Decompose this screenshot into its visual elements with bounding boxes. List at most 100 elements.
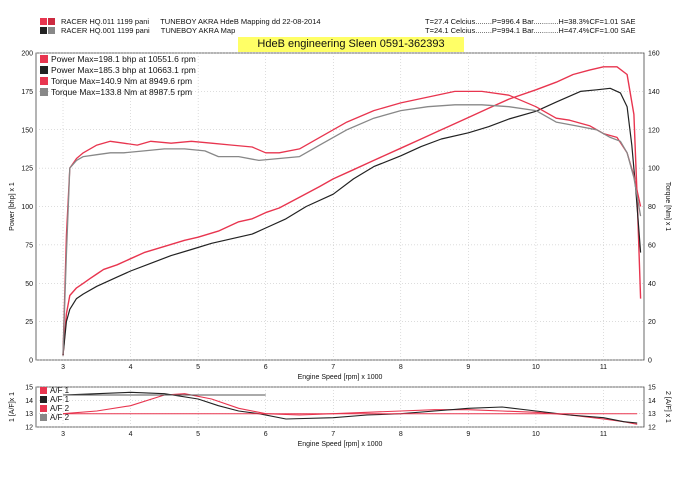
legend-label: A/F 2: [50, 413, 70, 422]
run-1-temperature: T=27.4 Celcius: [425, 17, 476, 26]
legend-item: A/F 1: [40, 386, 69, 395]
y2-tick-label: 140: [648, 89, 660, 96]
main-legend: Power Max=198.1 bhp at 10551.6 rpm Power…: [40, 54, 196, 98]
plot-frame: [35, 386, 645, 428]
x-tick-label: 11: [600, 364, 607, 371]
legend-swatch: [40, 55, 48, 63]
run-1-color-swatch-a: [40, 18, 47, 25]
y2-tick-label: 80: [648, 204, 656, 211]
run-1-pressure: ........P=996.4 Bar: [475, 17, 534, 26]
y-tick-label: 15: [25, 385, 33, 392]
y-tick-label: 150: [21, 127, 33, 134]
y-tick-label: 125: [21, 166, 33, 173]
x-tick-label: 7: [331, 364, 335, 371]
y-axis-label: Power [bhp] x 1: [9, 182, 16, 231]
y-tick-label: 75: [25, 242, 33, 249]
y2-tick-label: 12: [648, 425, 656, 432]
af-legend: A/F 1 A/F 1 A/F 2 A/F 2: [40, 386, 69, 422]
run-2-conditions: T=24.1 Celcius........P=994.1 Bar.......…: [425, 26, 636, 35]
series-line: [62, 391, 638, 424]
x-tick-label: 5: [196, 364, 200, 371]
legend-item: Torque Max=140.9 Nm at 8949.6 rpm: [40, 76, 196, 87]
y2-axis-label: 2 [A/F] x 1: [664, 391, 671, 423]
legend-item: A/F 1: [40, 395, 69, 404]
run-2-name: RACER HQ.001 1199 pani: [61, 26, 150, 35]
x-tick-label: 6: [264, 431, 268, 438]
legend-swatch: [40, 77, 48, 85]
y2-tick-label: 20: [648, 319, 656, 326]
x-tick-label: 10: [532, 431, 540, 438]
x-tick-label: 5: [196, 431, 200, 438]
y-tick-label: 50: [25, 281, 33, 288]
run-2-pressure: ........P=994.1 Bar: [475, 26, 534, 35]
legend-item: Power Max=198.1 bhp at 10551.6 rpm: [40, 54, 196, 65]
legend-label: A/F 1: [50, 395, 70, 404]
x-tick-label: 9: [466, 431, 470, 438]
y2-tick-label: 14: [648, 398, 656, 405]
y2-tick-label: 60: [648, 242, 656, 249]
x-tick-label: 6: [264, 364, 268, 371]
y2-tick-label: 0: [648, 358, 652, 365]
series-line: [62, 66, 642, 356]
y2-tick-label: 100: [648, 166, 660, 173]
x-tick-label: 9: [466, 364, 470, 371]
y-tick-label: 100: [21, 204, 33, 211]
y2-tick-label: 40: [648, 281, 656, 288]
x-axis-label: Engine Speed [rpm] x 1000: [298, 441, 383, 448]
y-axis-label: 1 [A/F]x 1: [9, 392, 16, 422]
run-2-correction-factor: CF=1.00 SAE: [589, 26, 636, 35]
run-2-humidity: ............H=47.4%: [533, 26, 590, 35]
y-tick-label: 200: [21, 51, 33, 58]
x-tick-label: 8: [399, 364, 403, 371]
x-tick-label: 4: [129, 431, 133, 438]
legend-label: A/F 1: [50, 386, 70, 395]
run-1-description: TUNEBOY AKRA HdeB Mapping dd 22-08-2014: [160, 17, 321, 26]
y2-tick-label: 15: [648, 385, 656, 392]
legend-label: Torque Max=133.8 Nm at 8987.5 rpm: [51, 87, 193, 97]
y2-axis-label: Torque [Nm] x 1: [664, 182, 671, 232]
x-tick-label: 10: [532, 364, 540, 371]
legend-label: A/F 2: [50, 404, 70, 413]
y-tick-label: 25: [25, 319, 33, 326]
run-1-conditions: T=27.4 Celcius........P=996.4 Bar.......…: [425, 17, 636, 26]
legend-label: Power Max=185.3 bhp at 10663.1 rpm: [51, 65, 196, 75]
y2-tick-label: 13: [648, 411, 656, 418]
run-2-color-swatch-b: [48, 27, 55, 34]
legend-item: Power Max=185.3 bhp at 10663.1 rpm: [40, 65, 196, 76]
series-line: [62, 104, 642, 355]
x-tick-label: 4: [129, 364, 133, 371]
run-2-color-swatch-a: [40, 27, 47, 34]
legend-swatch: [40, 405, 47, 412]
y-tick-label: 12: [25, 425, 33, 432]
legend-label: Power Max=198.1 bhp at 10551.6 rpm: [51, 54, 196, 64]
y-tick-label: 14: [25, 398, 33, 405]
run-line-2: RACER HQ.001 1199 pani TUNEBOY AKRA Map: [40, 26, 235, 35]
x-tick-label: 3: [61, 431, 65, 438]
run-1-name: RACER HQ.011 1199 pani: [61, 17, 150, 26]
run-2-description: TUNEBOY AKRA Map: [160, 26, 236, 35]
x-axis-label: Engine Speed [rpm] x 1000: [298, 374, 383, 381]
legend-swatch: [40, 66, 48, 74]
run-1-color-swatch-b: [48, 18, 55, 25]
legend-item: A/F 2: [40, 413, 69, 422]
legend-item: Torque Max=133.8 Nm at 8987.5 rpm: [40, 87, 196, 98]
run-line-1: RACER HQ.011 1199 pani TUNEBOY AKRA HdeB…: [40, 17, 321, 26]
x-tick-label: 3: [61, 364, 65, 371]
x-tick-label: 11: [600, 431, 607, 438]
legend-swatch: [40, 387, 47, 394]
chart-title: HdeB engineering Sleen 0591-362393: [238, 37, 464, 52]
y-tick-label: 175: [21, 89, 33, 96]
series-line: [62, 393, 638, 425]
y-tick-label: 13: [25, 411, 33, 418]
legend-swatch: [40, 88, 48, 96]
legend-item: A/F 2: [40, 404, 69, 413]
run-1-correction-factor: CF=1.01 SAE: [589, 17, 636, 26]
series-line: [62, 90, 642, 355]
legend-swatch: [40, 414, 47, 421]
legend-label: Torque Max=140.9 Nm at 8949.6 rpm: [51, 76, 193, 86]
run-2-temperature: T=24.1 Celcius: [425, 26, 476, 35]
legend-swatch: [40, 396, 47, 403]
y2-tick-label: 160: [648, 51, 660, 58]
y-tick-label: 0: [29, 358, 33, 365]
